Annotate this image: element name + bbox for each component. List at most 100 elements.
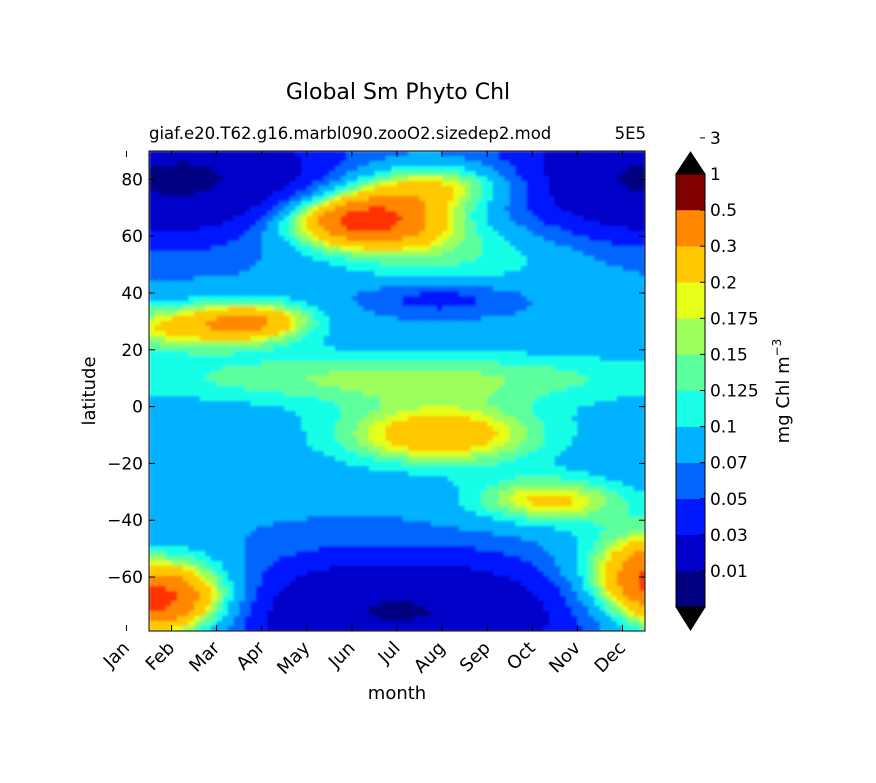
heatmap-cell — [346, 356, 353, 362]
heatmap-cell — [250, 426, 257, 432]
heatmap-cell — [413, 561, 421, 567]
heatmap-cell — [160, 366, 167, 372]
heatmap-cell — [289, 501, 297, 507]
heatmap-cell — [154, 221, 161, 227]
heatmap-cell — [267, 296, 274, 302]
heatmap-cell — [216, 551, 223, 557]
heatmap-cell — [171, 276, 178, 282]
heatmap-cell — [346, 336, 353, 342]
heatmap-cell — [312, 286, 319, 292]
heatmap-cell — [199, 616, 206, 622]
heatmap-cell — [425, 516, 432, 522]
heatmap-cell — [199, 441, 206, 447]
heatmap-cell — [397, 391, 404, 397]
heatmap-cell — [323, 171, 330, 177]
heatmap-cell — [205, 401, 212, 407]
heatmap-cell — [351, 281, 359, 287]
heatmap-cell — [278, 281, 285, 287]
heatmap-cell — [261, 386, 268, 392]
heatmap-cell — [430, 191, 438, 197]
heatmap-cell — [233, 316, 240, 322]
heatmap-cell — [436, 366, 443, 372]
heatmap-cell — [233, 276, 240, 282]
heatmap-cell — [329, 231, 336, 237]
heatmap-cell — [250, 456, 257, 462]
heatmap-cell — [385, 331, 392, 337]
heatmap-cell — [329, 401, 336, 407]
heatmap-cell — [211, 551, 218, 557]
heatmap-cell — [408, 556, 415, 562]
heatmap-cell — [149, 231, 156, 237]
heatmap-cell — [267, 581, 274, 587]
heatmap-cell — [391, 381, 398, 387]
heatmap-cell — [289, 311, 297, 317]
heatmap-cell — [419, 271, 426, 277]
heatmap-cell — [335, 486, 342, 492]
heatmap-cell — [419, 261, 426, 267]
heatmap-cell — [340, 626, 347, 631]
heatmap-cell — [306, 611, 314, 617]
heatmap-cell — [385, 216, 392, 222]
heatmap-cell — [397, 531, 404, 537]
heatmap-cell — [301, 351, 308, 357]
heatmap-cell — [413, 266, 421, 272]
heatmap-cell — [194, 321, 201, 327]
heatmap-cell — [312, 486, 319, 492]
heatmap-cell — [211, 406, 218, 412]
heatmap-cell — [295, 566, 302, 572]
heatmap-cell — [278, 556, 285, 562]
heatmap-cell — [408, 606, 415, 612]
heatmap-cell — [165, 196, 173, 202]
heatmap-cell — [368, 411, 376, 417]
heatmap-cell — [160, 266, 167, 272]
heatmap-cell — [278, 396, 285, 402]
heatmap-cell — [402, 566, 409, 572]
heatmap-cell — [177, 401, 184, 407]
heatmap-cell — [165, 361, 173, 367]
heatmap-cell — [244, 371, 252, 377]
heatmap-cell — [430, 281, 438, 287]
heatmap-cell — [256, 311, 263, 317]
heatmap-cell — [211, 471, 218, 477]
heatmap-cell — [171, 401, 178, 407]
heatmap-cell — [273, 481, 280, 487]
heatmap-cell — [284, 201, 291, 207]
heatmap-cell — [199, 386, 206, 392]
heatmap-cell — [380, 506, 387, 512]
heatmap-cell — [397, 561, 404, 567]
heatmap-cell — [278, 256, 285, 262]
heatmap-cell — [397, 541, 404, 547]
heatmap-cell — [413, 316, 421, 322]
heatmap-cell — [301, 151, 308, 157]
heatmap-cell — [239, 156, 246, 162]
heatmap-cell — [154, 456, 161, 462]
heatmap-cell — [284, 421, 291, 427]
heatmap-cell — [413, 286, 421, 292]
heatmap-cell — [188, 291, 195, 297]
heatmap-cell — [267, 271, 274, 277]
heatmap-cell — [199, 621, 206, 627]
heatmap-cell — [278, 451, 285, 457]
heatmap-cell — [165, 166, 173, 172]
heatmap-cell — [244, 511, 252, 517]
heatmap-cell — [335, 396, 342, 402]
heatmap-cell — [182, 356, 190, 362]
heatmap-cell — [182, 361, 190, 367]
heatmap-cell — [413, 176, 421, 182]
heatmap-cell — [216, 261, 223, 267]
heatmap-cell — [244, 536, 252, 542]
heatmap-cell — [295, 376, 302, 382]
heatmap-cell — [357, 171, 364, 177]
heatmap-cell — [391, 156, 398, 162]
heatmap-cell — [323, 191, 330, 197]
heatmap-cell — [318, 176, 325, 182]
heatmap-cell — [318, 356, 325, 362]
heatmap-cell — [425, 331, 432, 337]
heatmap-cell — [261, 451, 268, 457]
heatmap-cell — [182, 256, 190, 262]
heatmap-cell — [306, 576, 314, 582]
heatmap-cell — [273, 206, 280, 212]
heatmap-cell — [160, 496, 167, 502]
heatmap-cell — [385, 436, 392, 442]
heatmap-cell — [419, 306, 426, 312]
